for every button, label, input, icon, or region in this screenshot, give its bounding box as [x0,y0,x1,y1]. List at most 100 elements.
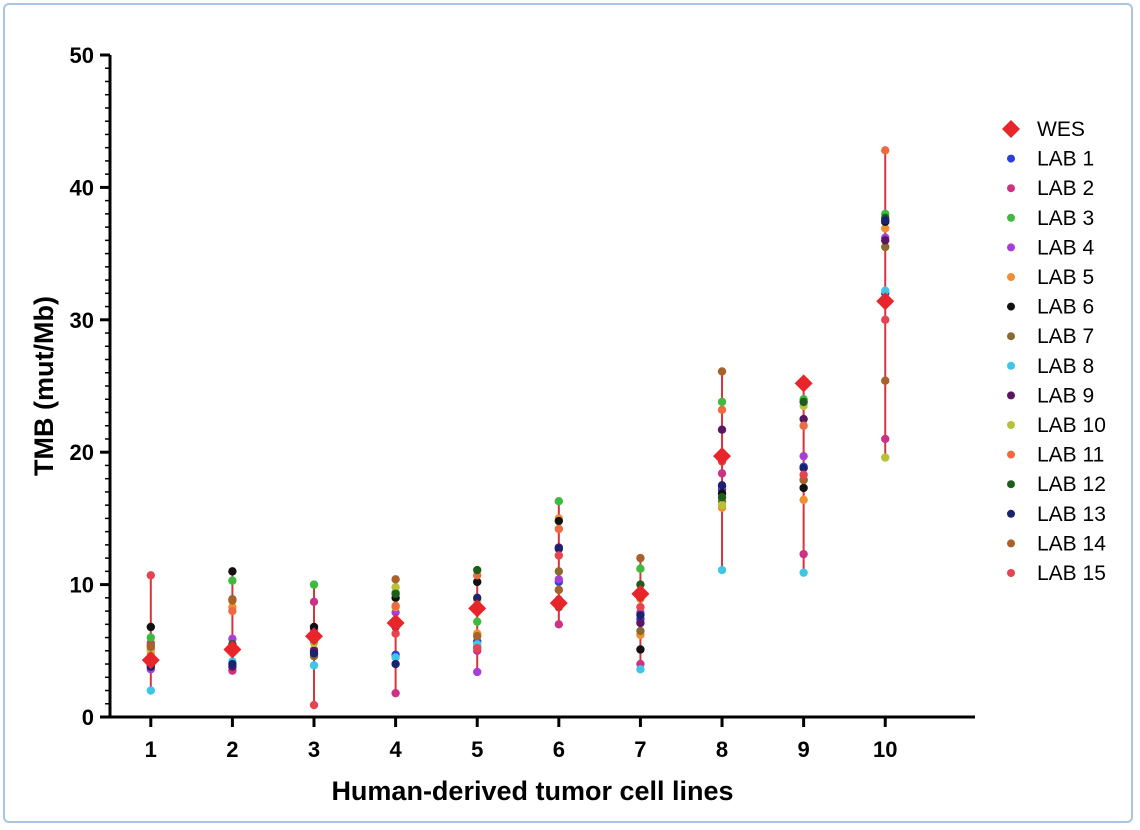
legend-label: LAB 3 [1037,207,1094,230]
legend-marker [1007,332,1015,341]
lab-point [636,564,645,573]
legend-label: LAB 11 [1037,444,1104,467]
lab-point [309,649,319,658]
lab-point [473,632,482,641]
lab-point [309,622,319,632]
wes-point [386,613,405,632]
legend-marker [1007,273,1015,281]
legend-label-wes: WES [1037,118,1085,141]
axes [100,53,975,727]
lab-point [717,493,727,502]
lab-point [146,642,156,652]
legend-marker [1007,509,1015,518]
lab-point [228,659,237,669]
lab-point [554,620,564,629]
lab-point [146,633,156,642]
lab-point [881,242,890,252]
legend-marker [1007,391,1015,400]
lab-point [717,469,727,478]
lab-point [717,425,727,434]
y-tick-label: 40 [70,175,94,200]
x-tick-label: 9 [798,737,810,762]
lab-point [554,575,564,584]
lab-point [554,585,564,595]
wes-point [876,292,895,311]
x-tick-label: 8 [716,737,728,762]
chart-frame: 1 2 3 4 5 6 7 8 9 10 0 10 20 30 40 50 Human-derived tu… [3,3,1133,823]
lab-point [636,645,645,654]
legend-label: LAB 15 [1037,562,1106,585]
lab-point [473,643,482,653]
lab-point [473,667,482,677]
lab-point [228,576,237,585]
legend-marker [1007,480,1015,489]
y-tick-label: 0 [82,705,94,730]
legend-label: LAB 12 [1037,473,1106,496]
legend-marker [1007,184,1015,193]
lab-point [554,496,564,506]
lab-point [473,577,482,587]
lab-point [881,146,890,155]
lab-point [309,700,319,710]
y-tick-label: 50 [70,43,94,68]
lab-point [554,524,564,534]
y-tick-label: 10 [70,573,94,598]
range-lines [149,150,887,706]
lab-point [554,567,564,576]
wes-points [141,292,895,670]
legend-label: LAB 14 [1037,532,1106,555]
lab-point [881,434,890,444]
lab-point [636,626,645,636]
lab-point [146,686,156,695]
legend-marker [1007,361,1015,370]
lab-point [881,286,890,295]
lab-point [881,236,890,245]
lab-point [717,397,727,407]
lab-point [799,421,808,430]
lab-point [799,397,808,407]
lab-point [799,451,808,461]
scatter-chart: 1 2 3 4 5 6 7 8 9 10 0 10 20 30 40 50 Human-derived tu… [29,43,1106,806]
wes-point [305,627,324,646]
legend-label: LAB 2 [1037,177,1094,200]
y-tick-label: 20 [70,440,94,465]
legend-marker-wes [1002,120,1020,138]
legend-label: LAB 8 [1037,355,1094,378]
legend-marker [1007,243,1015,252]
lab-point [391,629,400,638]
legend-label: LAB 5 [1037,266,1094,289]
wes-point [223,640,242,659]
legend-marker [1007,302,1015,311]
legend-marker [1007,450,1015,459]
lab-point [717,565,727,575]
lab-point [881,315,890,324]
lab-point [799,470,808,479]
lab-point [636,618,645,628]
lab-point [146,571,156,580]
lab-point [391,601,400,610]
lab-point [473,617,482,626]
legend-marker [1007,421,1015,429]
lab-point [636,602,645,612]
lab-point [799,568,808,577]
lab-point [473,593,482,603]
legend: WES LAB 1 LAB 2 LAB 3 LAB 4 LAB 5 LAB 6 LAB 7 LA… [1002,118,1106,585]
lab-point [717,405,727,415]
legend-label: LAB 7 [1037,325,1094,348]
lab-point [473,565,482,575]
lab-point [554,544,564,554]
lab-point [228,596,237,605]
lab-point [309,661,319,670]
legend-label: LAB 9 [1037,384,1094,407]
lab-point [309,580,319,589]
x-tick-label: 4 [389,737,402,762]
lab-point [881,376,890,385]
x-tick-labels: 1 2 3 4 5 6 7 8 9 10 [145,737,898,762]
wes-point [631,584,650,603]
lab-point [717,367,727,376]
lab-point [391,659,400,669]
lab-point [146,622,156,632]
lab-point [717,481,727,490]
legend-marker [1007,213,1015,222]
lab-point [799,414,808,424]
